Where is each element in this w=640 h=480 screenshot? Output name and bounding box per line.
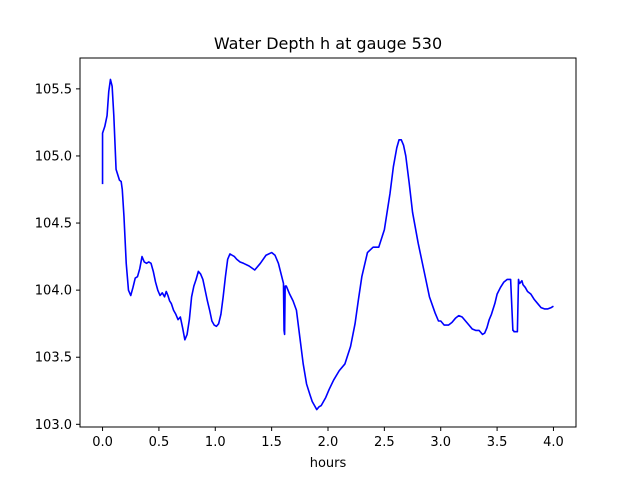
y-tick-label: 103.0 [35,418,72,433]
y-tick-label: 103.5 [35,351,72,366]
y-tick-label: 105.5 [35,82,72,97]
x-tick-label: 3.0 [430,435,451,450]
series-line [101,78,554,411]
y-tick-label: 104.5 [35,217,72,232]
y-tick-label: 105.0 [35,149,72,164]
x-tick-label: 0.0 [92,435,113,450]
x-tick-label: 0.5 [149,435,170,450]
x-tick-label: 4.0 [543,435,564,450]
x-axis: 0.0 0.5 1.0 1.5 2.0 2.5 3.0 3.5 4.0 [92,427,564,450]
x-axis-label: hours [310,456,347,471]
x-tick-label: 2.0 [318,435,339,450]
y-axis: 103.0 103.5 104.0 104.5 105.0 105.5 [35,82,80,433]
plot-area [101,78,554,411]
chart-title: Water Depth h at gauge 530 [214,34,442,53]
y-tick-label: 104.0 [35,284,72,299]
x-tick-label: 3.5 [487,435,508,450]
x-tick-label: 2.5 [374,435,395,450]
x-tick-label: 1.5 [261,435,282,450]
x-tick-label: 1.0 [205,435,226,450]
